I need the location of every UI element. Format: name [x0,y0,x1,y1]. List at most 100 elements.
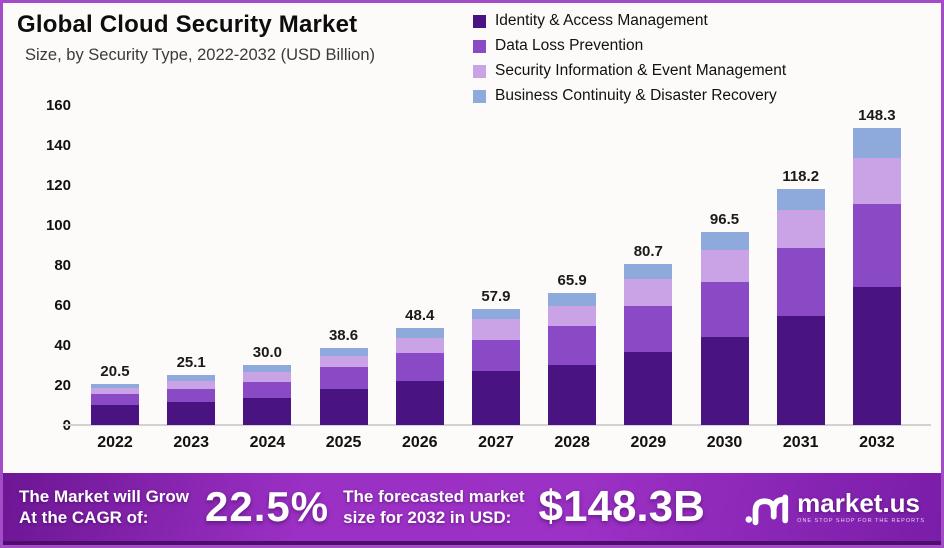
bar-segment [852,158,901,204]
bar-segment [319,389,368,425]
bar-segment [243,371,292,382]
bar-column: 96.5 2030 [687,43,763,455]
bar-segment [91,388,139,395]
bar-segment [91,394,139,406]
bar-segment [700,232,749,250]
header: Global Cloud Security Market Size, by Se… [3,3,941,105]
x-axis-line [63,424,931,426]
bar-column: 65.9 2028 [534,43,610,455]
legend-item: Security Information & Event Management [473,62,786,80]
x-axis-year-label: 2027 [478,434,514,451]
x-axis-year-label: 2025 [325,434,362,451]
legend-label: Security Information & Event Management [495,62,787,79]
y-tick-label: 60 [54,297,71,314]
bar-segment [243,398,292,425]
brand-name: market.us [797,488,921,518]
legend-swatch-icon [473,14,486,28]
bar-value-label: 48.4 [405,307,435,325]
bar-segment [776,247,825,316]
brand-logo: market.us ONE STOP SHOP FOR THE REPORTS [744,487,925,527]
bar-segment [700,249,749,283]
y-tick-label: 20 [54,377,71,394]
chart-legend: Identity & Access Management Data Loss Pr… [473,12,786,105]
stacked-bar [548,293,597,425]
stacked-bar [91,384,139,425]
title-block: Global Cloud Security Market Size, by Se… [17,11,375,65]
bar-segment [700,282,749,338]
stacked-bar [167,374,216,425]
legend-swatch-icon [473,39,486,53]
bar-value-label: 57.9 [481,288,511,306]
y-tick-label: 40 [54,337,71,354]
legend-label: Business Continuity & Disaster Recovery [495,87,777,104]
y-axis: 020406080100120140160 [13,43,77,455]
bar-segment [548,326,597,366]
legend-item: Data Loss Prevention [473,37,786,55]
cagr-value: 22.5% [205,483,330,530]
x-axis-year-label: 2029 [630,434,667,451]
bar-segment [395,337,444,354]
bar-segment [395,328,444,338]
cagr-label: The Market will Grow At the CAGR of: [19,486,190,527]
legend-label: Data Loss Prevention [495,37,644,54]
x-axis-year-label: 2031 [782,434,819,451]
bar-column: 80.7 2029 [610,43,686,455]
bar-value-label: 96.5 [709,211,740,229]
y-tick-label: 100 [45,217,71,234]
bar-column: 38.6 2025 [306,43,382,455]
footer-banner: The Market will Grow At the CAGR of: 22.… [3,473,941,545]
stacked-bar [624,263,673,425]
x-axis-year-label: 2023 [173,434,209,451]
y-tick-label: 160 [45,97,71,114]
bar-segment [167,389,216,402]
forecast-label: The forecasted market size for 2032 in U… [343,486,525,527]
bar-column: 25.1 2023 [153,43,229,455]
page-subtitle: Size, by Security Type, 2022-2032 (USD B… [25,46,376,64]
plot-columns: 20.5 2022 25.1 2023 30.0 2024 38.6 2025 48.4 2026… [77,43,915,455]
bar-segment [91,405,139,425]
bar-segment [624,279,673,306]
stacked-bar [471,309,520,425]
bar-segment [548,293,597,307]
stacked-bar-chart: 020406080100120140160 20.5202225.1202330… [13,43,931,455]
bar-segment [471,318,520,340]
bar-column: 118.2 2031 [763,43,839,455]
bar-segment [624,352,673,425]
stacked-bar [852,128,901,425]
bar-segment [852,128,901,158]
y-tick-label: 80 [54,257,71,274]
bar-segment [624,263,673,280]
bar-segment [243,381,292,398]
bar-segment [395,353,444,381]
brand-text: market.us ONE STOP SHOP FOR THE REPORTS [797,490,925,524]
bar-segment [548,365,597,425]
bar-value-label: 25.1 [176,353,206,371]
brand-tagline: ONE STOP SHOP FOR THE REPORTS [797,518,925,524]
x-axis-year-label: 2028 [554,434,590,451]
bar-column: 48.4 2026 [382,43,458,455]
bar-segment [471,339,520,372]
bar-segment [471,371,520,425]
legend-swatch-icon [473,64,486,78]
legend-item: Identity & Access Management [473,12,786,30]
bar-value-label: 65.9 [557,272,587,290]
legend-item: Business Continuity & Disaster Recovery [473,87,786,105]
y-tick-label: 140 [45,137,71,154]
legend-swatch-icon [473,89,486,103]
page-title: Global Cloud Security Market [17,11,358,38]
bar-segment [91,384,139,389]
market-us-logo-icon [745,494,789,526]
bar-value-label: 118.2 [782,167,820,185]
x-axis-year-label: 2026 [401,434,438,451]
forecast-value: $148.3B [538,482,705,531]
stacked-bar [319,347,368,425]
x-axis-year-label: 2030 [706,434,743,451]
stacked-bar [243,365,292,425]
bar-segment [852,204,901,287]
bar-segment [167,380,216,389]
bar-column: 30.0 2024 [229,43,305,455]
bar-value-label: 20.5 [100,363,130,381]
bar-column: 57.9 2027 [458,43,534,455]
bar-segment [700,337,749,425]
